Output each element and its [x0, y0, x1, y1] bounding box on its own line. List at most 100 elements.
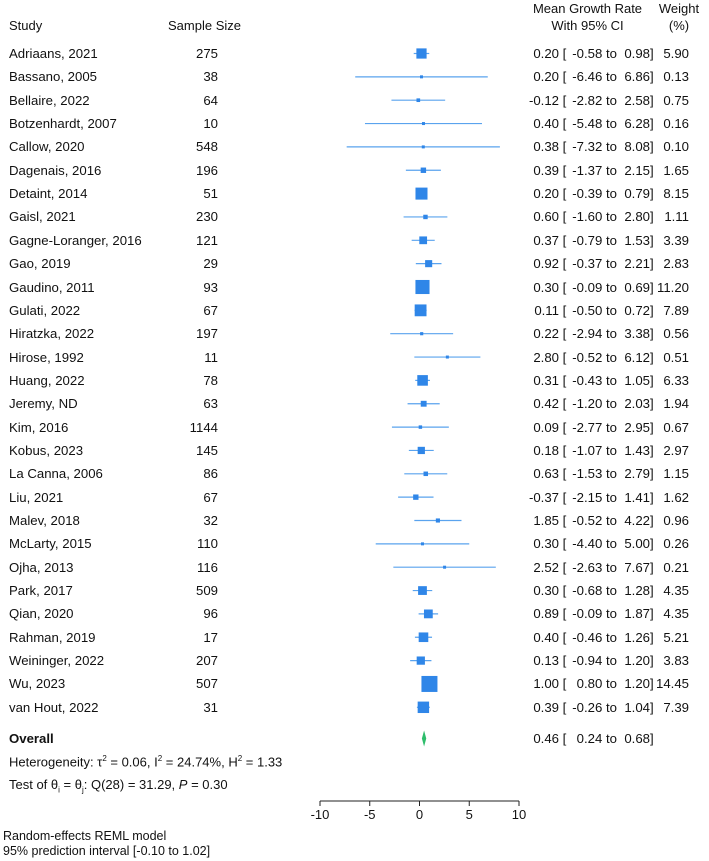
sample-size: 86 [203, 466, 218, 482]
ci-separator: to [606, 162, 617, 178]
estimate-value: 0.89 [533, 606, 559, 622]
ci-separator: to [606, 326, 617, 342]
ci-upper: 1.43 [624, 442, 650, 458]
ci-lower: -0.79 [572, 232, 603, 248]
weight: 0.26 [663, 536, 689, 552]
study-name: Huang, 2022 [9, 372, 85, 388]
study-name: Detaint, 2014 [9, 186, 88, 202]
estimate-value: 0.22 [533, 326, 559, 342]
ci-lower: -2.82 [572, 92, 603, 108]
ci-separator: to [606, 419, 617, 435]
table-row: Park, 2017 509 4.35 0.30 [-0.68 to 1.28] [0, 579, 709, 602]
estimate-value: 0.31 [533, 372, 559, 388]
ci-text: 0.20 [-0.39 to 0.79] [523, 186, 653, 201]
ci-text: 0.42 [-1.20 to 2.03] [523, 396, 653, 412]
ci-text: 0.40 [-5.48 to 6.28] [523, 116, 653, 132]
study-marker [416, 98, 421, 103]
study-marker [420, 332, 424, 336]
x-tick-label: -10 [311, 807, 330, 822]
test-sub-i: i [58, 785, 60, 795]
study-marker [416, 48, 427, 59]
study-name: Ojha, 2013 [9, 559, 74, 575]
estimate-value: 1.85 [533, 513, 559, 528]
ci-upper: 6.28 [624, 116, 650, 132]
study-marker [419, 75, 423, 79]
study-marker [423, 471, 429, 477]
ci-lower: 0.24 [576, 731, 603, 746]
sample-size: 197 [195, 326, 218, 342]
test-prefix: Test of θ [9, 777, 59, 792]
test-p-value: = 0.30 [187, 777, 228, 792]
sample-size: 29 [203, 256, 218, 272]
ci-lower: -6.46 [572, 69, 603, 85]
study-name: Kim, 2016 [9, 419, 69, 435]
estimate-value: 0.09 [533, 419, 559, 435]
sample-size: 121 [195, 232, 218, 248]
ci-text: 0.39 [-0.26 to 1.04] [523, 700, 653, 715]
ci-text: 0.89 [-0.09 to 1.87] [523, 606, 653, 622]
ci-separator: to [606, 442, 617, 458]
sample-size: 64 [203, 92, 218, 108]
study-name: Adriaans, 2021 [9, 46, 98, 61]
ci-separator: to [606, 583, 617, 599]
ci-upper: 1.87 [624, 606, 650, 622]
ci-text: 0.18 [-1.07 to 1.43] [523, 442, 653, 458]
ci-separator: to [606, 396, 617, 412]
x-tick-label: 0 [416, 807, 423, 822]
estimate-value: 0.30 [533, 583, 559, 599]
study-name: Hirose, 1992 [9, 349, 84, 365]
study-marker [435, 518, 440, 523]
ci-separator: to [606, 349, 617, 365]
ci-upper: 4.22 [624, 513, 650, 528]
weight: 1.11 [664, 209, 689, 225]
weight: 1.62 [663, 489, 689, 505]
sample-size: 32 [203, 513, 218, 528]
table-row: Bellaire, 2022 64 0.75 -0.12 [-2.82 to 2.58] [0, 89, 709, 112]
weight: 1.94 [663, 396, 689, 412]
ci-lower: -0.52 [572, 513, 603, 528]
weight: 3.83 [663, 653, 689, 669]
ci-lower: -0.37 [572, 256, 603, 272]
ci-upper: 1.53 [624, 232, 650, 248]
ci-upper: 2.58 [624, 92, 650, 108]
study-name: Callow, 2020 [9, 139, 85, 155]
sample-size: 196 [195, 162, 218, 178]
weight: 5.21 [663, 629, 689, 645]
estimate-value: 0.46 [533, 731, 559, 746]
table-row: Gulati, 2022 67 7.89 0.11 [-0.50 to 0.72] [0, 299, 709, 322]
footnote-prediction-interval: 95% prediction interval [-0.10 to 1.02] [3, 844, 211, 858]
ci-separator: to [606, 69, 617, 85]
ci-upper: 8.08 [624, 139, 650, 155]
i2-label: I [154, 754, 158, 770]
study-marker [415, 279, 430, 295]
ci-upper: 7.67 [624, 559, 650, 575]
ci-separator: to [606, 559, 617, 575]
ci-text: 0.09 [-2.77 to 2.95] [523, 419, 653, 435]
ci-lower: -0.09 [572, 606, 603, 622]
ci-text: 0.40 [-0.46 to 1.26] [523, 630, 653, 645]
table-row: Adriaans, 2021 275 5.90 0.20 [-0.58 to 0.98] [0, 42, 709, 65]
ci-lower: -0.50 [572, 302, 603, 318]
ci-lower: -1.07 [572, 442, 603, 458]
ci-text: 0.20 [-6.46 to 6.86] [523, 69, 653, 85]
ci-upper: 0.98 [624, 46, 650, 61]
ci-lower: -0.94 [572, 653, 603, 669]
ci-lower: -1.37 [572, 162, 603, 178]
ci-upper: 0.68 [624, 731, 650, 746]
estimate-value: 2.80 [533, 349, 559, 365]
ci-separator: to [606, 279, 617, 295]
tau2-exp: 2 [102, 754, 107, 763]
ci-upper: 1.05 [624, 372, 650, 388]
study-marker [421, 145, 425, 149]
study-name: McLarty, 2015 [9, 536, 92, 552]
x-tick-label: 5 [466, 807, 473, 822]
estimate-value: 1.00 [533, 676, 559, 692]
footnote-model: Random-effects REML model [3, 829, 167, 843]
x-tick-label: -5 [364, 807, 376, 822]
study-name: Jeremy, ND [9, 396, 78, 412]
ci-lower: -1.53 [572, 466, 603, 482]
weight: 0.16 [663, 116, 689, 132]
weight: 14.45 [655, 676, 689, 692]
h2-value: = 1.33 [242, 754, 283, 770]
table-row: Botzenhardt, 2007 10 0.16 0.40 [-5.48 to 6.2… [0, 112, 709, 135]
